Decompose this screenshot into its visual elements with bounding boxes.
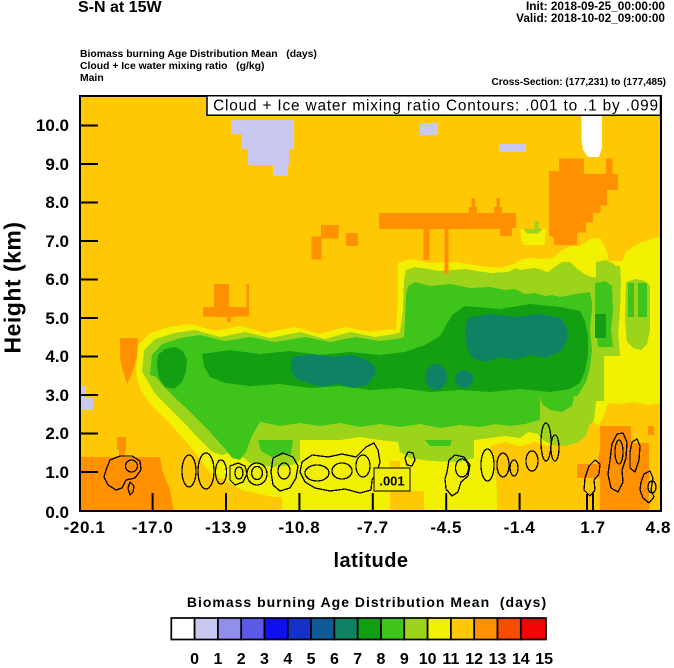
svg-text:Cloud + Ice water mixing ratio: Cloud + Ice water mixing ratio Contours:… <box>213 98 659 115</box>
svg-text:.001: .001 <box>379 474 404 489</box>
